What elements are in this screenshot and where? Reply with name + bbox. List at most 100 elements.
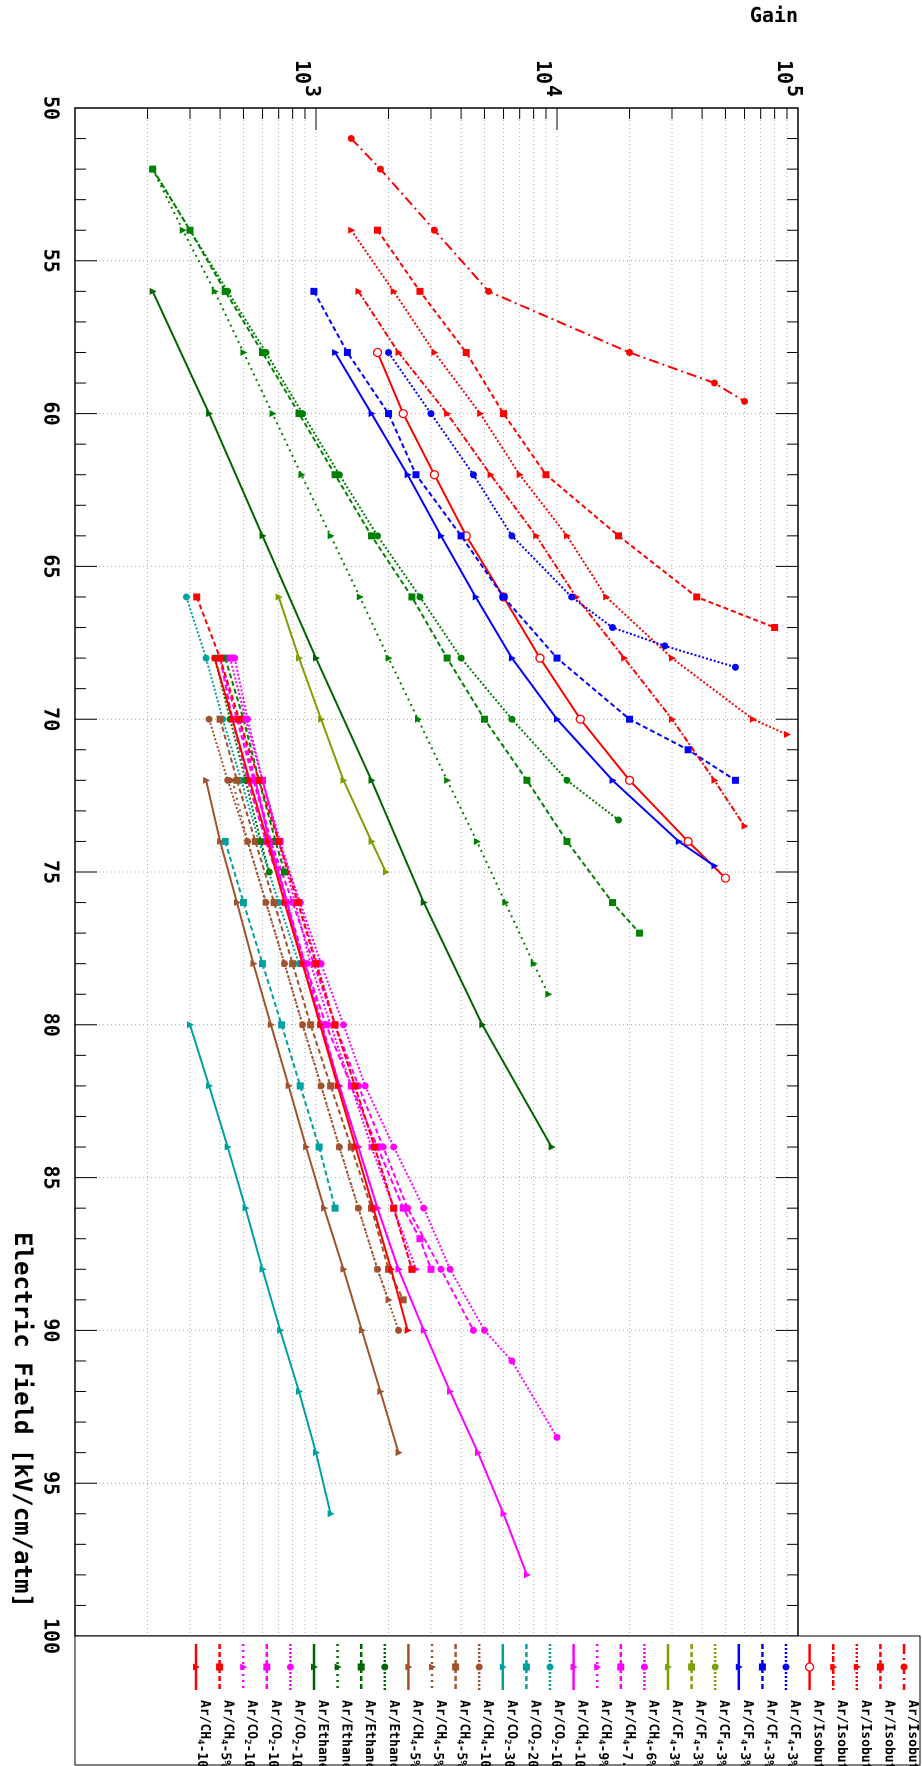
data-point — [259, 776, 267, 784]
series — [231, 654, 561, 1441]
data-point — [374, 1204, 382, 1212]
data-point — [542, 471, 550, 479]
data-point — [221, 654, 229, 662]
legend-label-part: Ar/CH — [575, 1700, 590, 1739]
legend-label: Ar/Isobutane-4% — [834, 1700, 849, 1766]
data-point — [382, 868, 390, 876]
series-line — [233, 657, 558, 1438]
legend-label-part: -10% — [548, 1745, 563, 1766]
series — [332, 348, 719, 870]
series-line — [277, 596, 387, 873]
data-point — [479, 1021, 487, 1029]
gain-tick-exponent: 4 — [542, 85, 566, 97]
legend-marker — [900, 1663, 908, 1671]
legend-marker — [216, 1663, 224, 1671]
field-tick-label: 85 — [40, 1166, 64, 1190]
data-point — [408, 593, 416, 601]
legend-label-subscript: 4 — [714, 1739, 724, 1745]
legend-marker — [853, 1663, 861, 1671]
data-point — [437, 532, 445, 540]
data-point — [313, 1449, 320, 1457]
legend-marker — [499, 1663, 507, 1671]
data-point — [312, 960, 320, 968]
series — [186, 1021, 335, 1518]
data-point — [239, 899, 247, 907]
series — [221, 837, 339, 1212]
data-point — [370, 1204, 378, 1212]
data-point — [675, 837, 683, 845]
data-point — [179, 226, 187, 234]
data-point — [307, 960, 315, 968]
legend-label-part: Ar/CO — [551, 1700, 566, 1739]
legend-label-subscript: 4 — [455, 1739, 465, 1745]
legend-marker — [240, 1663, 248, 1671]
legend-label-subscript: 4 — [691, 1739, 701, 1745]
data-point — [355, 1204, 363, 1212]
series — [355, 287, 749, 830]
legend-label: Ar/CF4-3%/Iso-3% — [737, 1700, 755, 1766]
legend-label: Ar/CH4-5%/CO2-3% — [215, 1700, 236, 1766]
series-line — [151, 168, 641, 934]
legend-marker — [381, 1663, 389, 1671]
data-point — [609, 624, 617, 632]
data-point — [211, 654, 219, 662]
legend-label: Ar/Ethane-5% — [339, 1700, 354, 1766]
data-point — [661, 642, 669, 650]
legend-marker — [876, 1663, 884, 1671]
legend-marker — [594, 1663, 602, 1671]
legend-label-part: -5%/CF — [430, 1745, 445, 1766]
field-tick-label: 50 — [40, 96, 64, 120]
data-point — [408, 1265, 416, 1273]
legend-label-part: Ar/Ethane-3.5% — [362, 1700, 377, 1766]
legend-label-part: Ar/CF — [716, 1700, 731, 1739]
legend-label-part: Ar/Isobutane-5% — [811, 1700, 826, 1766]
data-point — [332, 348, 340, 356]
legend-label-subscript: 2 — [289, 1739, 299, 1744]
data-point — [390, 1204, 398, 1212]
series — [211, 654, 412, 1334]
data-point — [395, 1326, 403, 1334]
legend-label-part: -3%/CO — [666, 1745, 681, 1766]
legend-entry: Ar/Ethane-5% — [334, 1644, 354, 1766]
legend-entry: Ar/CO2-10%/Iso-5% — [263, 1644, 283, 1766]
legend-marker — [711, 1663, 719, 1671]
legend-label: Ar/CH4-9% — [595, 1700, 613, 1766]
data-point — [186, 1021, 194, 1029]
legend-label-part: Ar/CO — [527, 1700, 542, 1739]
legend-label-part: Ar/Ethane-2% — [386, 1700, 401, 1766]
data-point — [553, 1433, 561, 1441]
data-point — [487, 471, 495, 479]
data-point — [508, 654, 516, 662]
data-point — [269, 410, 277, 418]
series — [149, 165, 623, 824]
data-point — [351, 1082, 359, 1090]
data-point — [347, 1143, 355, 1151]
legend-entry: Ar/CF4-3%/Iso-3% — [735, 1644, 755, 1766]
data-point — [296, 1082, 304, 1090]
legend-label-part: -7.5% — [619, 1745, 634, 1766]
data-point — [372, 347, 383, 358]
data-point — [315, 1143, 323, 1151]
legend-label-part: Ar/Ethane-10% — [315, 1700, 330, 1766]
series — [149, 165, 644, 937]
data-point — [229, 715, 237, 723]
series-line — [376, 229, 775, 629]
data-point — [317, 1021, 325, 1029]
data-point — [259, 960, 267, 968]
legend-label: Ar/CF4-3%/Iso-2% — [760, 1700, 778, 1766]
data-point — [693, 593, 701, 601]
data-point — [205, 715, 213, 723]
legend-label-part: Ar/CF — [693, 1700, 708, 1739]
legend-marker — [640, 1663, 648, 1671]
data-point — [318, 715, 326, 723]
field-tick-label: 90 — [40, 1318, 64, 1342]
series — [347, 135, 749, 405]
series — [203, 776, 403, 1457]
data-point — [437, 1265, 445, 1273]
series — [229, 776, 393, 1304]
field-axis-title: Electric Field [kV/cm/atm] — [9, 1232, 37, 1608]
legend-label-part: Ar/CO — [268, 1700, 283, 1739]
data-point — [299, 1021, 307, 1029]
data-point — [457, 532, 465, 540]
data-point — [233, 776, 241, 784]
